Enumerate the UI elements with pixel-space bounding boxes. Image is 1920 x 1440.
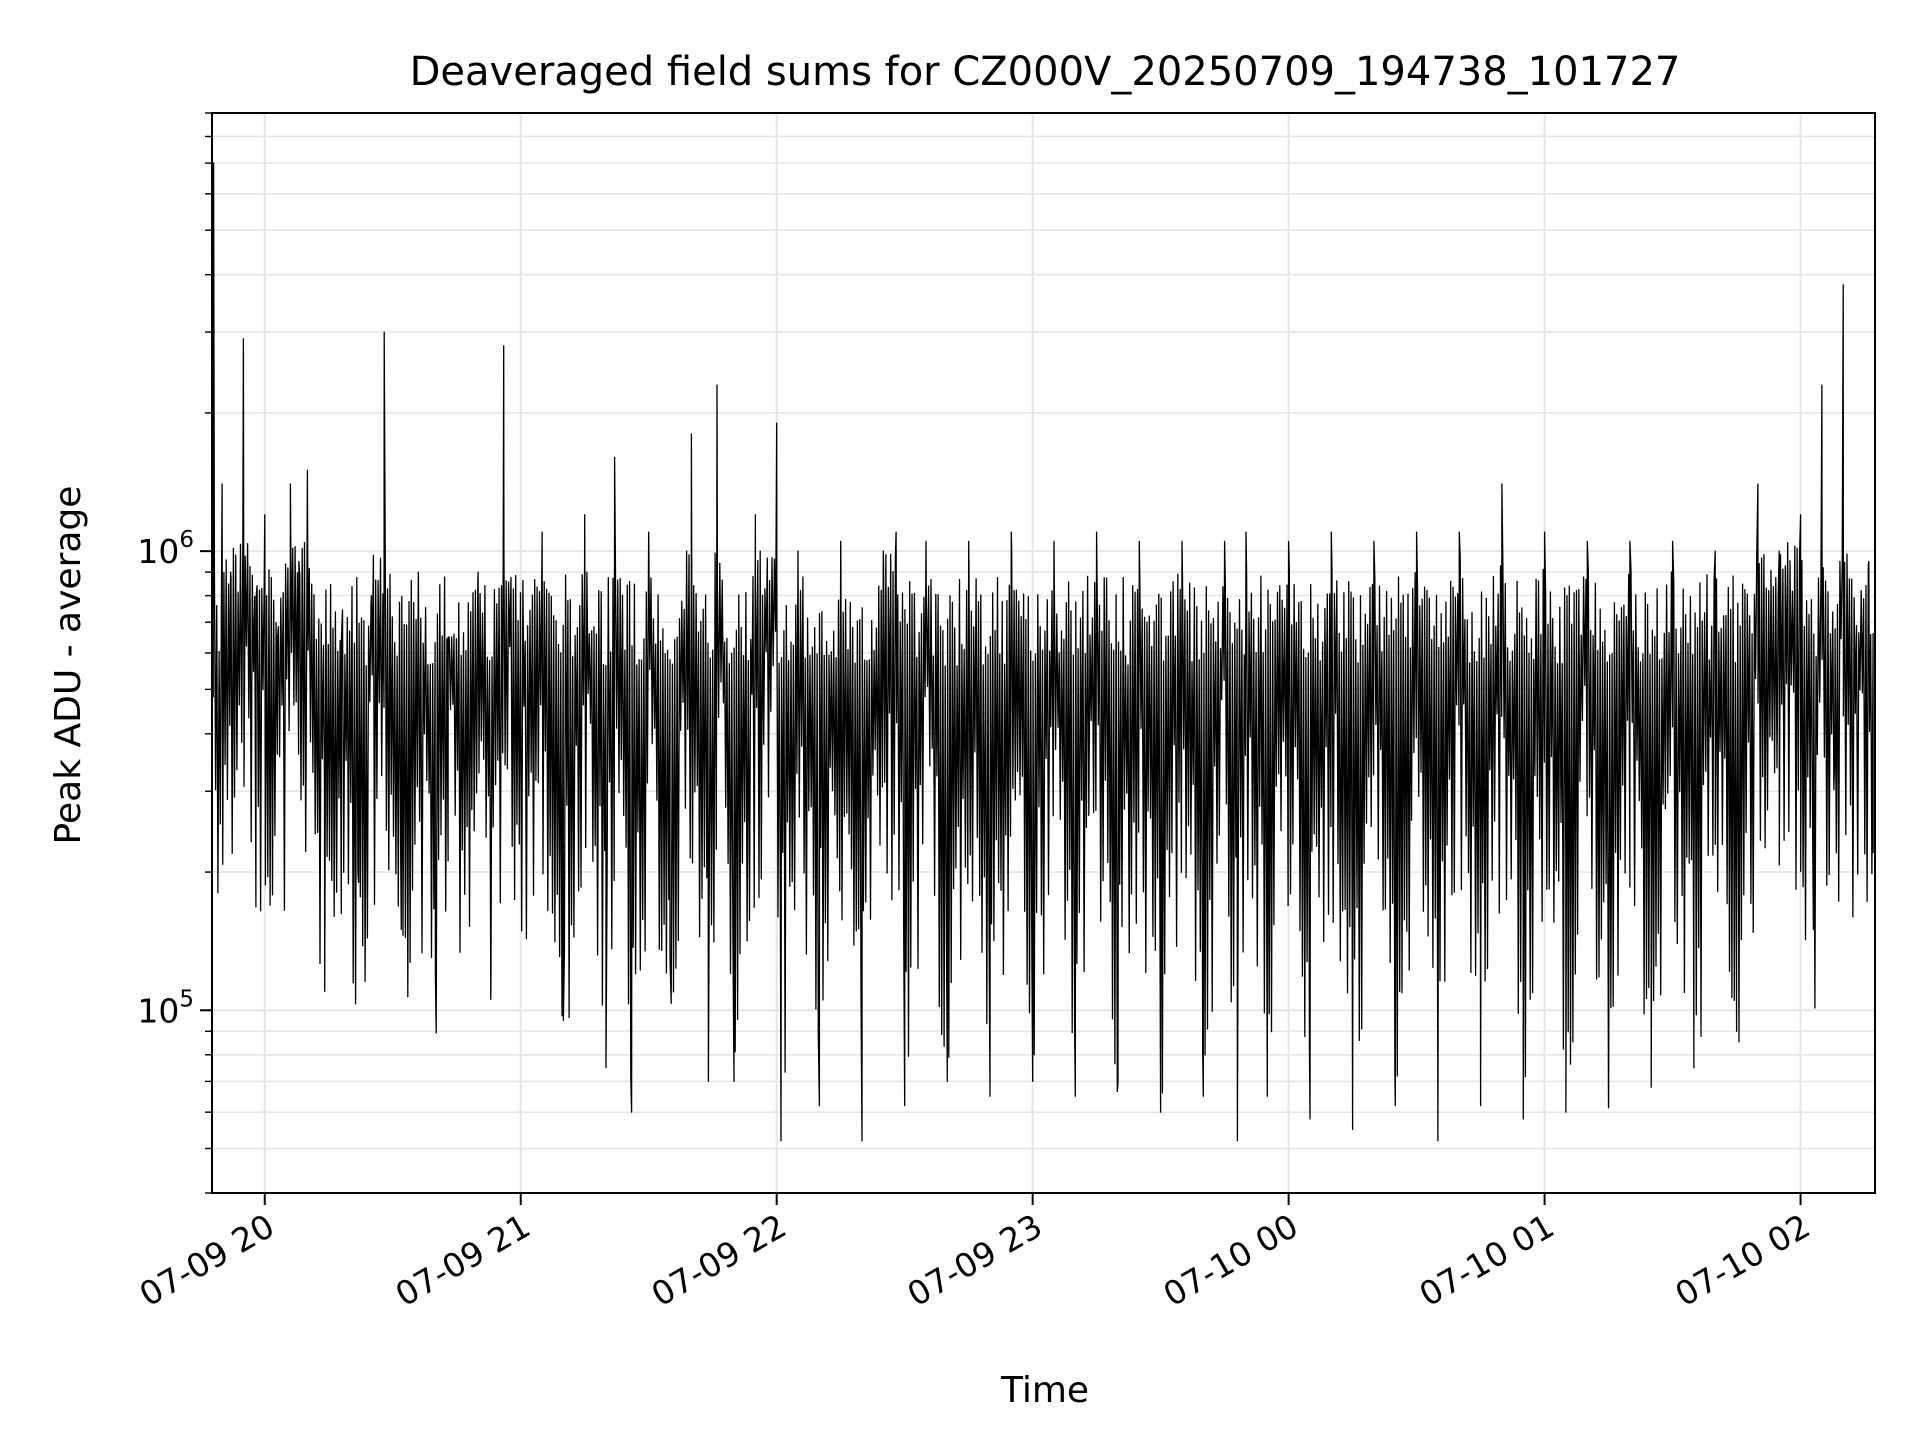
chart-title: Deaveraged field sums for CZ000V_2025070… <box>410 49 1681 95</box>
series-line <box>211 162 1874 1142</box>
y-tick-label: 106 <box>137 527 194 571</box>
x-axis-label: Time <box>1000 1370 1089 1411</box>
y-axis: 105 106 <box>137 112 212 1194</box>
y-axis-label: Peak ADU - average <box>48 486 89 845</box>
series <box>211 162 1874 1142</box>
y-tick-label: 105 <box>137 986 194 1030</box>
